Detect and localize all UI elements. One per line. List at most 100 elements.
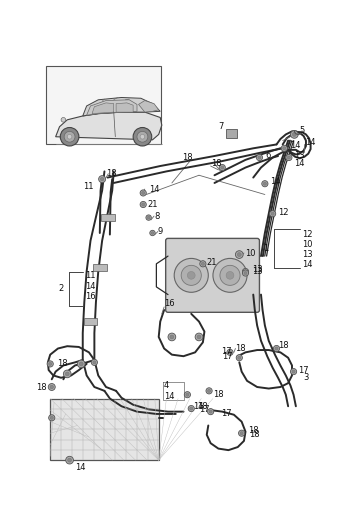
Text: 17: 17 [221, 347, 231, 356]
Circle shape [220, 266, 240, 285]
Text: 14: 14 [294, 159, 305, 168]
Circle shape [243, 270, 249, 276]
Circle shape [190, 407, 193, 410]
Text: 2: 2 [58, 284, 63, 293]
Circle shape [186, 393, 189, 396]
Circle shape [170, 335, 174, 339]
Circle shape [227, 349, 233, 356]
Circle shape [219, 164, 225, 171]
Text: 18: 18 [249, 430, 260, 439]
Bar [83, 318, 98, 325]
Text: 13: 13 [252, 266, 262, 275]
Circle shape [67, 135, 72, 139]
Circle shape [187, 271, 195, 279]
Text: 13: 13 [294, 152, 305, 161]
Circle shape [47, 361, 53, 367]
FancyBboxPatch shape [46, 66, 161, 145]
Circle shape [77, 360, 85, 368]
Circle shape [50, 416, 53, 419]
Circle shape [240, 431, 243, 435]
Circle shape [287, 156, 290, 159]
Circle shape [238, 356, 241, 359]
Circle shape [206, 388, 212, 394]
Text: 18: 18 [106, 169, 117, 178]
Circle shape [236, 355, 243, 361]
Circle shape [286, 154, 292, 161]
Text: 14: 14 [164, 392, 175, 401]
Circle shape [100, 178, 104, 181]
Circle shape [244, 270, 247, 273]
Circle shape [226, 271, 234, 279]
Circle shape [151, 232, 154, 234]
Text: 18: 18 [182, 153, 193, 162]
Circle shape [201, 262, 205, 266]
Circle shape [263, 182, 266, 186]
Bar [226, 129, 237, 138]
Circle shape [48, 384, 55, 391]
Circle shape [60, 128, 79, 146]
Text: 13: 13 [252, 267, 262, 276]
Circle shape [235, 251, 243, 259]
Circle shape [281, 145, 287, 152]
Circle shape [195, 333, 203, 341]
Text: 21: 21 [207, 258, 217, 267]
Circle shape [244, 271, 247, 275]
Text: 11: 11 [83, 182, 93, 191]
Circle shape [213, 259, 247, 292]
Bar [93, 264, 107, 271]
Circle shape [174, 259, 208, 292]
Text: 12: 12 [302, 230, 313, 239]
Polygon shape [56, 112, 162, 140]
Circle shape [274, 346, 279, 351]
Text: 14: 14 [305, 138, 316, 147]
Circle shape [66, 456, 74, 464]
Circle shape [142, 191, 145, 195]
Circle shape [142, 203, 145, 206]
Text: 14: 14 [85, 281, 96, 290]
Circle shape [91, 359, 98, 366]
Circle shape [293, 132, 296, 136]
Text: 14: 14 [270, 177, 281, 186]
Circle shape [63, 370, 71, 378]
Text: 14: 14 [193, 402, 203, 411]
Circle shape [208, 409, 214, 414]
Circle shape [271, 212, 274, 215]
Text: 14: 14 [75, 463, 86, 472]
Circle shape [208, 390, 210, 392]
Text: 5: 5 [300, 126, 305, 135]
Circle shape [50, 385, 54, 388]
Circle shape [140, 190, 146, 196]
Circle shape [68, 458, 71, 462]
Circle shape [61, 118, 66, 122]
Circle shape [221, 166, 224, 169]
Circle shape [200, 261, 206, 267]
Text: 14: 14 [302, 260, 313, 269]
Circle shape [239, 430, 245, 436]
Circle shape [188, 405, 194, 412]
Circle shape [168, 333, 176, 341]
Circle shape [93, 361, 96, 364]
Circle shape [262, 181, 268, 187]
Text: 3: 3 [304, 373, 309, 382]
Text: 16: 16 [85, 293, 96, 302]
Circle shape [209, 410, 212, 413]
Circle shape [184, 392, 190, 398]
Text: 18: 18 [235, 344, 246, 353]
Circle shape [64, 131, 75, 142]
Circle shape [181, 266, 201, 285]
Bar [50, 399, 159, 460]
Text: 18: 18 [213, 390, 224, 399]
Text: 14: 14 [149, 184, 159, 193]
Polygon shape [87, 100, 137, 115]
Text: 17: 17 [199, 405, 210, 414]
Text: 21: 21 [148, 200, 158, 209]
Circle shape [147, 216, 150, 219]
FancyBboxPatch shape [166, 238, 259, 312]
Text: 16: 16 [164, 299, 175, 308]
Polygon shape [116, 103, 133, 112]
Circle shape [65, 372, 69, 376]
Text: 18: 18 [210, 159, 221, 168]
Text: 9: 9 [158, 227, 163, 236]
Circle shape [197, 335, 201, 339]
Bar [101, 214, 114, 221]
